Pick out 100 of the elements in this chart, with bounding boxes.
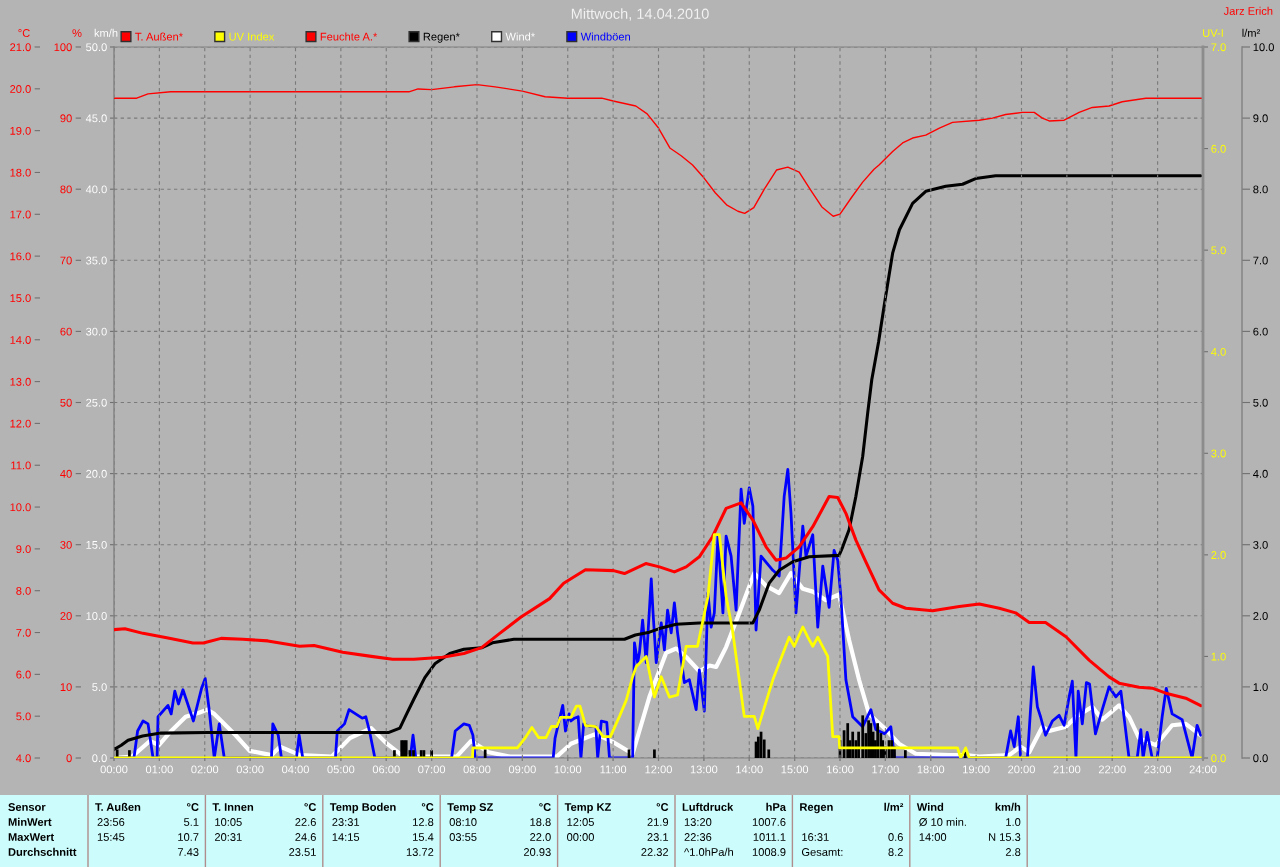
y-tick-label: 6.0 — [16, 670, 31, 679]
x-tick-label: 21:00 — [1053, 765, 1081, 774]
category-label: Sensor — [8, 803, 46, 811]
y-tick-label: 10.0 — [86, 612, 107, 620]
y3-tick-label: 10.0 — [1253, 43, 1274, 52]
text: 8.2 — [888, 848, 903, 856]
y2-tick-label: 7.0 — [1211, 43, 1226, 52]
text: 03:55 — [449, 833, 477, 841]
y2-tick-label: 10 — [60, 683, 72, 692]
chart-title: Mittwoch, 14.04.2010 — [571, 8, 709, 21]
category-label: °C — [421, 803, 434, 811]
x-tick-label: 23:00 — [1144, 765, 1172, 774]
bar — [903, 750, 907, 758]
y3-tick-label: 4.0 — [1253, 469, 1268, 478]
category-label: T. Außen — [95, 802, 141, 811]
x-tick-label: 14:00 — [736, 765, 763, 774]
text: 08:10 — [449, 818, 477, 826]
y3-tick-label: 0.0 — [1253, 754, 1268, 763]
x-tick-label: 17:00 — [872, 765, 899, 774]
y2-tick-label: 6.0 — [1211, 144, 1226, 153]
category-label: l/m² — [884, 802, 904, 812]
y2-tick-label: 70 — [60, 256, 72, 265]
bar — [483, 749, 487, 758]
x-tick-label: 15:00 — [781, 765, 809, 774]
text: Ø 10 min. — [919, 817, 966, 827]
text: 13:20 — [684, 818, 712, 826]
text: 21.9 — [647, 818, 669, 826]
bar — [861, 715, 865, 758]
text: Jarz Erich — [1223, 6, 1273, 15]
category-label: MinWert — [8, 817, 52, 826]
text: 20.93 — [523, 848, 551, 856]
x-tick-label: 10:00 — [554, 765, 582, 774]
text: 24.6 — [295, 833, 316, 841]
y3-tick-label: 7.0 — [1253, 256, 1268, 265]
text: N 15.3 — [988, 833, 1021, 841]
text: 22.6 — [295, 818, 316, 826]
x-tick-label: 20:00 — [1008, 765, 1035, 774]
category-label: Temp KZ — [564, 803, 611, 814]
y2-tick-label: 80 — [60, 185, 72, 194]
x-tick-label: 03:00 — [236, 765, 264, 774]
bar — [756, 736, 760, 758]
x-tick-label: 09:00 — [508, 765, 536, 774]
y-tick-label: 5.0 — [92, 683, 107, 692]
y2-tick-label: 1.0 — [1211, 652, 1226, 661]
category-label: Durchschnitt — [8, 847, 77, 856]
x-tick-label: 08:00 — [463, 765, 491, 774]
x-tick-label: 05:00 — [327, 765, 355, 774]
text: 23.1 — [647, 833, 669, 841]
y3-tick-label: 9.0 — [1253, 114, 1268, 123]
y-tick-label: 4.0 — [16, 754, 31, 763]
y-tick-label: 50.0 — [86, 43, 107, 52]
y-tick-label: 17.0 — [10, 210, 31, 219]
category-label: MaxWert — [8, 833, 54, 841]
text: 0.6 — [888, 833, 903, 841]
y-axis-title: °C — [18, 29, 30, 37]
y-tick-label: 13.0 — [10, 377, 31, 386]
text: 12.8 — [413, 818, 434, 826]
text: 2.8 — [1005, 848, 1021, 856]
y-tick-label: 45.0 — [85, 114, 107, 123]
y-tick-label: 21.0 — [10, 43, 31, 52]
y2-tick-label: 3.0 — [1211, 449, 1226, 458]
text: 23.51 — [289, 848, 316, 856]
text: 14:00 — [919, 833, 947, 841]
y3-tick-label: 2.0 — [1253, 612, 1268, 620]
category-label: °C — [656, 803, 669, 811]
category-label: T. Innen — [212, 803, 254, 811]
category-label: Wind — [916, 802, 944, 811]
y2-axis-title: UV-I — [1203, 29, 1223, 37]
text: 14:15 — [332, 833, 360, 841]
y-tick-label: 12.0 — [10, 419, 31, 428]
x-tick-label: 07:00 — [418, 765, 446, 774]
text: 15.4 — [413, 833, 434, 841]
text: 18.8 — [530, 818, 551, 826]
text: 20:31 — [214, 833, 242, 841]
text: 22.0 — [530, 833, 551, 841]
y3-tick-label: 1.0 — [1253, 683, 1268, 692]
y-tick-label: 15.0 — [10, 294, 31, 303]
y3-axis-title: l/m² — [1242, 28, 1261, 37]
text: 1011.1 — [753, 833, 786, 841]
category-label: Temp SZ — [447, 803, 493, 814]
text: 10:05 — [215, 818, 242, 826]
legend-label: T. Außen* — [135, 32, 183, 41]
text: 10.7 — [178, 833, 199, 841]
category-label: Temp Boden — [329, 802, 396, 814]
legend-label: UV Index — [229, 32, 275, 41]
y3-tick-label: 6.0 — [1253, 327, 1268, 336]
y2-tick-label: 100 — [54, 43, 72, 52]
legend-label: Wind* — [505, 32, 535, 41]
y-tick-label: 30.0 — [86, 327, 107, 336]
y-axis-title: km/h — [94, 28, 118, 37]
text: ^1.0hPa/h — [684, 847, 733, 856]
y2-tick-label: 2.0 — [1211, 551, 1226, 559]
y-tick-label: 14.0 — [10, 336, 31, 344]
text: 7.43 — [177, 848, 199, 856]
text: 1.0 — [1006, 818, 1021, 826]
y2-tick-label: 30 — [60, 540, 72, 549]
text: 15:45 — [97, 833, 125, 841]
x-tick-label: 11:00 — [600, 765, 627, 774]
category-label: Regen — [800, 803, 833, 814]
x-tick-label: 06:00 — [372, 765, 400, 774]
